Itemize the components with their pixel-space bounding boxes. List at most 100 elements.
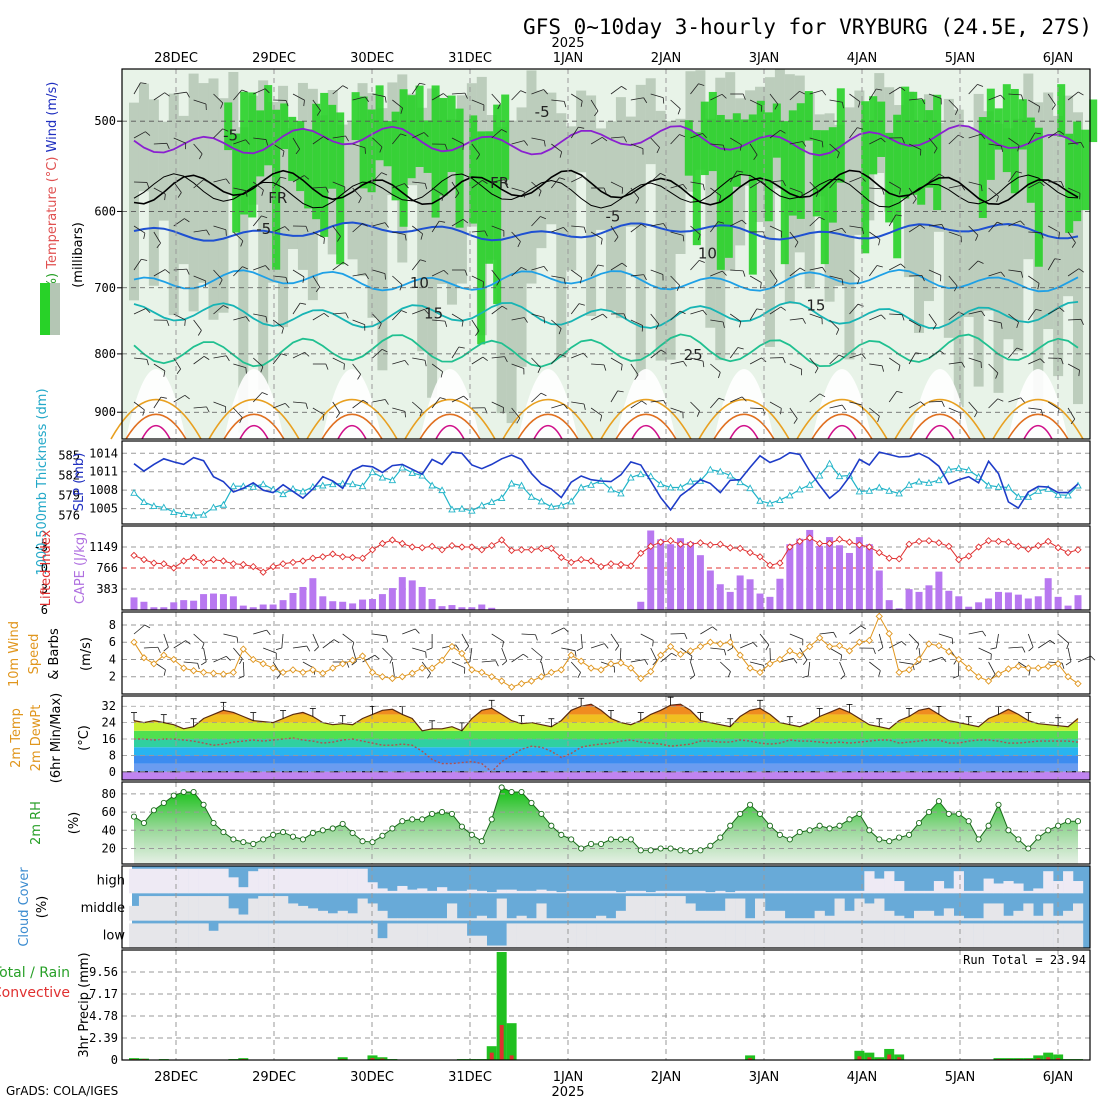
isotherm-warm (600, 398, 692, 440)
cloud-gap (138, 923, 150, 948)
wind-barb (306, 645, 311, 652)
wind-barb (968, 401, 978, 413)
pressure-tick-label: 600 (94, 204, 116, 218)
wind-speed-point (994, 670, 1003, 678)
lifted-index-point (925, 537, 933, 545)
wind-barb (233, 363, 246, 368)
wind-barb (604, 643, 609, 649)
cloud-gap (496, 945, 507, 948)
rh-point (359, 838, 366, 845)
wind-speed-point (319, 669, 327, 677)
cape-bar (438, 606, 446, 610)
wind-barb (643, 274, 647, 281)
wind-barb (332, 262, 344, 271)
cloud-gap (764, 890, 776, 894)
rh-point (538, 810, 545, 817)
wind-barb (476, 154, 481, 160)
thickness-point (557, 501, 566, 509)
wind-barb (727, 671, 731, 678)
wind-barb (233, 266, 243, 277)
cloud-gap (715, 890, 726, 894)
rh-point (369, 839, 376, 846)
date-label-bottom: 3JAN (749, 1070, 780, 1085)
rh-green-zone (296, 120, 305, 192)
isotherm-hottest (435, 424, 465, 440)
wind-barb (841, 227, 847, 234)
wind-barb (1020, 397, 1025, 403)
wind-barb (184, 218, 190, 223)
wind-barb (948, 361, 962, 365)
wind-barb (980, 133, 986, 140)
wind-barb (878, 239, 881, 246)
wind-barb (829, 178, 839, 189)
lifted-index-point (736, 544, 744, 553)
lifted-index-point (945, 542, 953, 550)
thickness-tick-label: 579 (58, 488, 80, 502)
lifted-index-point (279, 560, 287, 568)
wind-speed-point (1014, 662, 1023, 671)
wind-barb (601, 136, 608, 142)
wind-barb (412, 308, 425, 315)
wind-barb (580, 100, 583, 107)
cape-bar (905, 589, 913, 610)
cloud-gap (327, 913, 338, 921)
rh-green-zone (925, 110, 934, 188)
wind-barb (802, 675, 809, 678)
wind-barb (153, 231, 161, 244)
wind-speed-point (537, 673, 546, 681)
cape-bar (219, 594, 227, 610)
wind-barb (372, 172, 382, 183)
thickness-point (925, 478, 933, 486)
wind-barb (948, 184, 962, 189)
wind-barb (849, 269, 860, 279)
cloud-gap (1053, 915, 1064, 921)
cape-bar (865, 544, 873, 610)
credit-label: GrADS: COLA/IGES (6, 1084, 118, 1098)
wind-barb (280, 176, 287, 179)
wind-barb (570, 269, 582, 278)
cloud-gap (685, 923, 696, 948)
wind-barb (411, 401, 423, 411)
wind-barb (849, 625, 862, 635)
temp-below-zero (122, 771, 1090, 780)
wind-barb (563, 101, 567, 108)
cloud-gap (953, 871, 964, 894)
cloud-gap (973, 918, 984, 921)
cloud-gap (556, 918, 567, 921)
wind-tick-label: 4 (109, 652, 116, 666)
cloud-gap (397, 885, 408, 894)
wind-barb (670, 275, 680, 286)
cloud-gap (655, 923, 666, 948)
wind-barb (1065, 661, 1072, 666)
wind-barb (345, 312, 349, 319)
wind-barb (385, 635, 389, 642)
wind-barb (718, 397, 725, 401)
contour-label: -5 (605, 207, 620, 225)
cloud-level-label: middle (81, 901, 125, 916)
cape-tick-label: 766 (96, 561, 118, 575)
rh-green-zone (272, 109, 281, 270)
isotherm-line (133, 173, 1079, 209)
wind-barb (312, 275, 321, 288)
rh-green-zone (439, 97, 448, 196)
rh-blob (526, 70, 537, 284)
rh-green-zone (812, 130, 821, 217)
wind-barb (968, 310, 982, 315)
cape-bar (985, 598, 993, 610)
rh-point (458, 823, 465, 830)
wind-barb (603, 364, 607, 371)
wind-barb (173, 181, 182, 193)
precip-tick-label: 9.56 (89, 965, 118, 979)
wind-barb (996, 221, 1003, 225)
temperature-line (133, 703, 1079, 732)
wind-barb (1008, 137, 1020, 146)
wind-barb (829, 354, 840, 365)
thickness-point (448, 505, 456, 513)
wind-barb (690, 655, 693, 662)
cloud-gap (834, 890, 845, 894)
wind-barb (988, 187, 999, 197)
wind-barb (133, 308, 146, 315)
isotherm-warm (894, 398, 986, 440)
cape-bar (895, 608, 903, 610)
wind-barb (643, 97, 648, 104)
